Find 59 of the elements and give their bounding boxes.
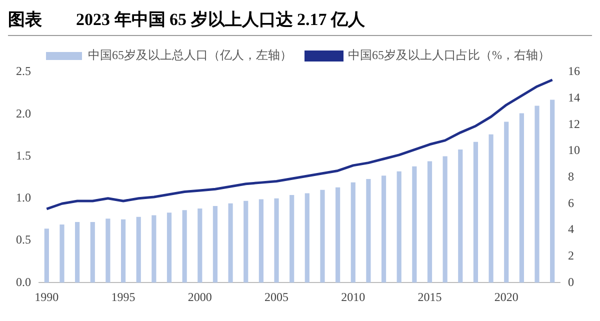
bar (290, 194, 294, 283)
y2-tick-label: 0 (568, 274, 574, 289)
bar (166, 212, 172, 283)
bar (534, 106, 540, 283)
y2-tick-label: 14 (568, 90, 580, 104)
y-tick-label: 2.0 (16, 106, 31, 120)
bar (427, 161, 432, 283)
bar (90, 222, 95, 283)
y-tick-label: 0.5 (16, 232, 31, 247)
chart-title: 图表 2023 年中国 65 岁以上人口达 2.17 亿人 (8, 8, 592, 36)
bar (44, 228, 49, 283)
bar (152, 215, 156, 283)
y-tick-label: 1.5 (16, 148, 31, 162)
bar (274, 198, 279, 283)
bar (75, 222, 80, 283)
bar (519, 113, 524, 283)
x-tick-label: 2020 (494, 290, 518, 304)
bar (120, 219, 126, 283)
bar (381, 176, 386, 283)
x-tick-label: 2015 (418, 290, 442, 304)
bar (244, 200, 248, 283)
y2-tick-label: 4 (568, 222, 574, 236)
bar (198, 208, 202, 283)
bar (320, 190, 325, 283)
bar (304, 193, 310, 283)
legend-label: 中国65岁及以上人口占比（%，右轴） (348, 48, 550, 62)
y2-tick-label: 6 (568, 196, 574, 210)
x-tick-label: 1990 (34, 290, 59, 304)
bar (228, 203, 233, 283)
bar (336, 187, 340, 283)
bar (136, 216, 141, 283)
legend-label: 中国65岁及以上总人口（亿人，左轴） (88, 48, 292, 62)
bar (442, 156, 448, 283)
y2-tick-label: 2 (568, 248, 574, 262)
bar (396, 171, 402, 283)
x-tick-label: 2010 (341, 290, 366, 304)
y-tick-label: 1.0 (16, 190, 31, 205)
bar (60, 224, 64, 283)
y2-tick-label: 16 (568, 64, 580, 78)
bar (366, 178, 371, 283)
bar (488, 134, 494, 283)
bar (182, 210, 187, 283)
bar (473, 142, 478, 283)
y2-tick-label: 12 (568, 116, 580, 131)
bar (258, 199, 264, 283)
bar (212, 206, 218, 283)
y2-tick-label: 10 (568, 143, 580, 158)
y-tick-label: 2.5 (16, 64, 31, 78)
x-tick-label: 2000 (188, 290, 212, 304)
bar (504, 122, 509, 283)
bar (412, 166, 417, 283)
bar (350, 182, 356, 283)
x-tick-label: 1995 (111, 290, 136, 304)
bar (458, 150, 463, 283)
x-tick-label: 2005 (264, 290, 289, 304)
bar (550, 100, 555, 283)
y2-tick-label: 8 (568, 169, 574, 184)
bar (106, 218, 110, 283)
y-tick-label: 0.0 (16, 274, 31, 289)
